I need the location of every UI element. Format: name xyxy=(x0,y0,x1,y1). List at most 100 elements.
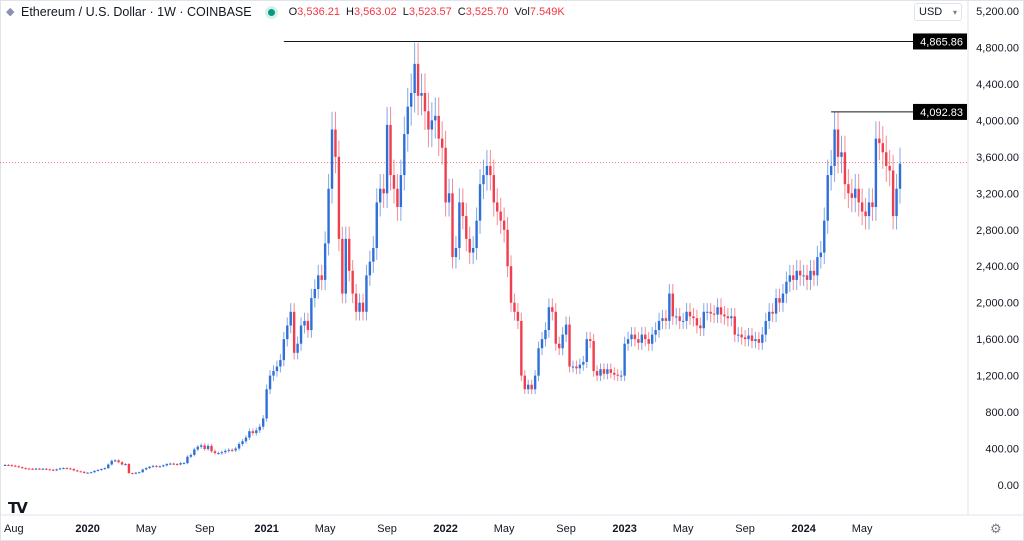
candle-body xyxy=(509,266,513,303)
candle-body xyxy=(272,371,275,376)
candle xyxy=(423,73,427,130)
candle xyxy=(34,467,38,471)
candle-body xyxy=(798,270,802,276)
candle-body xyxy=(258,426,261,431)
candle xyxy=(774,288,778,323)
candle xyxy=(100,468,103,471)
candle xyxy=(654,322,657,343)
candle xyxy=(740,327,743,345)
candle xyxy=(361,293,365,321)
candle xyxy=(320,264,323,291)
candle xyxy=(509,255,513,312)
candle-body xyxy=(179,463,182,465)
candle xyxy=(89,471,93,474)
candle xyxy=(771,303,774,323)
candle-body xyxy=(79,471,82,473)
candle-body xyxy=(193,449,196,455)
candle xyxy=(527,379,530,395)
candle-body xyxy=(657,320,661,331)
candle xyxy=(265,384,268,422)
candle-body xyxy=(571,366,575,368)
time-tick-label: May xyxy=(852,523,873,535)
candle xyxy=(461,188,465,230)
candle-body xyxy=(829,165,833,176)
candle-body xyxy=(626,339,630,344)
candle-body xyxy=(251,431,255,434)
candle-body xyxy=(609,369,613,373)
candle xyxy=(471,236,475,265)
tradingview-logo[interactable]: 𝗧𝗩 xyxy=(8,500,28,517)
candle xyxy=(258,423,261,434)
candle-body xyxy=(544,330,547,340)
candle-body xyxy=(261,418,265,427)
candle-body xyxy=(416,63,420,96)
candle xyxy=(750,328,754,349)
candle xyxy=(496,188,499,226)
candle-body xyxy=(162,465,165,467)
candle xyxy=(151,464,155,468)
candle-body xyxy=(850,193,854,198)
gear-icon[interactable]: ⚙ xyxy=(990,521,1002,536)
candle xyxy=(867,188,871,230)
symbol-title[interactable]: Ethereum / U.S. Dollar · 1W · COINBASE xyxy=(21,5,252,19)
candle-body xyxy=(69,468,72,470)
candle-body xyxy=(138,472,141,474)
candle-body xyxy=(805,275,809,280)
candle xyxy=(234,446,237,453)
candle-body xyxy=(351,270,354,294)
candle xyxy=(888,150,891,187)
candle-body xyxy=(124,464,127,466)
candle xyxy=(502,207,506,243)
candle xyxy=(737,327,740,343)
candle-body xyxy=(144,468,148,470)
candle xyxy=(733,307,736,343)
candle xyxy=(860,188,864,226)
candle-body xyxy=(213,451,217,454)
currency-dropdown[interactable]: USD ▾ xyxy=(914,3,962,21)
candle xyxy=(757,331,761,350)
candle xyxy=(58,467,62,471)
candle xyxy=(158,465,162,468)
time-tick-label: 2023 xyxy=(612,523,636,535)
candle-body xyxy=(354,293,358,312)
candle xyxy=(809,260,812,291)
candle xyxy=(819,240,823,269)
candle-body xyxy=(117,460,120,463)
candle-body xyxy=(809,270,812,280)
candle xyxy=(661,309,664,330)
time-tick-label: May xyxy=(315,523,336,535)
candle-body xyxy=(89,472,93,474)
candle xyxy=(640,327,644,350)
candle-body xyxy=(286,325,289,340)
candle-body xyxy=(45,468,48,470)
candle-body xyxy=(3,464,7,466)
candle xyxy=(723,306,726,325)
candle-body xyxy=(430,120,434,130)
candle-body xyxy=(730,316,733,319)
candle-body xyxy=(96,469,100,471)
candle xyxy=(530,379,533,395)
candle xyxy=(292,303,296,360)
candle xyxy=(836,111,840,174)
candle-body xyxy=(492,175,496,203)
candle xyxy=(224,449,227,454)
candle-body xyxy=(864,211,867,217)
candle-body xyxy=(712,313,716,315)
candle-body xyxy=(461,202,465,217)
candle-body xyxy=(454,248,458,258)
candle-body xyxy=(833,129,836,166)
candle-body xyxy=(568,324,571,367)
candle xyxy=(582,355,585,371)
candle-body xyxy=(654,330,657,335)
candle-body xyxy=(716,307,719,315)
candle xyxy=(306,312,310,338)
candle-body xyxy=(151,465,155,467)
candle xyxy=(379,173,382,217)
candle-body xyxy=(244,437,248,442)
candle xyxy=(144,467,148,471)
candle xyxy=(533,370,537,395)
candle xyxy=(96,469,100,472)
candle-body xyxy=(203,445,206,449)
price-tick-label: 1,600.00 xyxy=(976,334,1019,346)
